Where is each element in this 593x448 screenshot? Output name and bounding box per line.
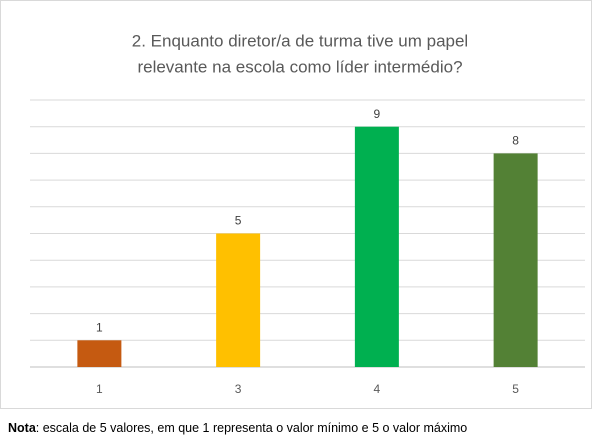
note-text: : escala de 5 valores, em que 1 represen… [35, 421, 468, 435]
bar [493, 153, 538, 367]
x-tick-label: 1 [96, 382, 103, 396]
note-label: Nota [8, 421, 36, 435]
chart-title: 2. Enquanto diretor/a de turma tive um p… [132, 31, 468, 50]
data-label: 1 [96, 320, 103, 334]
x-tick-label: 4 [374, 382, 381, 396]
note: Nota: escala de 5 valores, em que 1 repr… [8, 421, 467, 435]
bar [77, 340, 122, 367]
x-tick-label: 5 [512, 382, 519, 396]
data-label: 5 [235, 214, 242, 228]
bar [354, 126, 399, 367]
chart: 2. Enquanto diretor/a de turma tive um p… [0, 0, 592, 409]
data-label: 8 [512, 134, 519, 148]
bar [216, 233, 261, 367]
chart-title: relevante na escola como líder intermédi… [137, 57, 462, 76]
x-tick-label: 3 [235, 382, 242, 396]
data-label: 9 [374, 107, 381, 121]
